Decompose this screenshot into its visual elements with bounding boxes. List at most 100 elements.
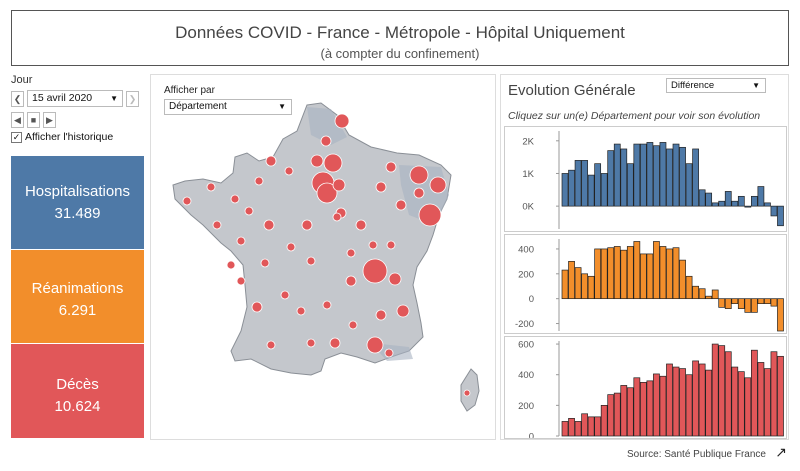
bar[interactable] <box>613 143 621 207</box>
department-marker[interactable] <box>388 272 402 286</box>
bar[interactable] <box>685 275 693 300</box>
bar[interactable] <box>646 380 654 437</box>
bar[interactable] <box>581 273 588 300</box>
bar[interactable] <box>777 298 784 332</box>
department-marker[interactable] <box>306 256 316 266</box>
bar[interactable] <box>626 387 634 437</box>
bar[interactable] <box>679 146 686 207</box>
history-checkbox[interactable]: ✓ <box>11 131 22 143</box>
bar[interactable] <box>594 163 602 207</box>
bar[interactable] <box>672 143 680 207</box>
evolution-mode-dropdown[interactable]: Différence ▼ <box>666 78 766 93</box>
bar[interactable] <box>633 241 641 300</box>
department-marker[interactable] <box>332 212 342 222</box>
bar[interactable] <box>737 195 745 207</box>
kpi-hospitalisations[interactable]: Hospitalisations 31.489 <box>11 156 144 249</box>
corsica-shape[interactable] <box>460 368 480 412</box>
bar[interactable] <box>568 261 575 300</box>
bar[interactable] <box>640 143 647 207</box>
bar[interactable] <box>777 205 784 227</box>
bar[interactable] <box>770 351 778 437</box>
department-marker[interactable] <box>266 340 276 350</box>
bar[interactable] <box>587 416 595 437</box>
bar[interactable] <box>607 150 615 207</box>
bar[interactable] <box>737 371 745 437</box>
bar[interactable] <box>653 145 660 207</box>
bar[interactable] <box>659 246 667 300</box>
bar[interactable] <box>770 298 778 307</box>
bar[interactable] <box>718 200 726 207</box>
france-map[interactable] <box>151 75 497 441</box>
department-marker[interactable] <box>355 219 367 231</box>
bar[interactable] <box>587 275 595 300</box>
france-mainland-shape[interactable] <box>172 102 452 376</box>
bar[interactable] <box>685 163 693 207</box>
bar[interactable] <box>581 160 588 207</box>
bar[interactable] <box>607 394 615 437</box>
bar[interactable] <box>561 421 569 437</box>
bar[interactable] <box>640 382 647 437</box>
department-marker[interactable] <box>334 113 350 129</box>
department-marker[interactable] <box>348 320 358 330</box>
bar[interactable] <box>666 248 673 300</box>
department-marker[interactable] <box>323 153 343 173</box>
department-marker[interactable] <box>236 276 246 286</box>
department-marker[interactable] <box>212 220 222 230</box>
department-marker[interactable] <box>236 236 246 246</box>
kpi-reanimations[interactable]: Réanimations 6.291 <box>11 250 144 343</box>
department-marker[interactable] <box>284 166 294 176</box>
bar[interactable] <box>646 253 654 300</box>
stop-button[interactable]: ■ <box>27 112 40 128</box>
bar[interactable] <box>751 298 758 313</box>
bar[interactable] <box>594 248 602 300</box>
department-marker[interactable] <box>409 165 429 185</box>
department-marker[interactable] <box>368 240 378 250</box>
department-marker[interactable] <box>306 338 316 348</box>
bar[interactable] <box>672 366 680 437</box>
bar[interactable] <box>757 186 765 207</box>
department-marker[interactable] <box>310 154 324 168</box>
bar[interactable] <box>653 241 660 300</box>
department-marker[interactable] <box>322 300 332 310</box>
department-marker[interactable] <box>286 242 296 252</box>
department-marker[interactable] <box>280 290 290 300</box>
department-marker[interactable] <box>385 161 397 173</box>
department-marker[interactable] <box>254 176 264 186</box>
department-marker[interactable] <box>206 182 216 192</box>
play-back-button[interactable]: ◀ <box>11 112 24 128</box>
bar[interactable] <box>705 295 713 300</box>
bar[interactable] <box>659 375 667 437</box>
department-marker[interactable] <box>251 301 263 313</box>
bar[interactable] <box>692 148 699 207</box>
bar[interactable] <box>600 173 608 207</box>
bar[interactable] <box>724 298 732 309</box>
bar[interactable] <box>679 259 686 300</box>
department-marker[interactable] <box>418 203 442 227</box>
bar[interactable] <box>737 298 745 309</box>
bar[interactable] <box>731 298 739 304</box>
department-marker[interactable] <box>265 155 277 167</box>
bar[interactable] <box>764 298 771 304</box>
kpi-deces[interactable]: Décès 10.624 <box>11 344 144 438</box>
play-forward-button[interactable]: ▶ <box>43 112 56 128</box>
bar[interactable] <box>731 200 739 207</box>
bar[interactable] <box>633 377 641 437</box>
bar[interactable] <box>620 385 628 437</box>
department-marker[interactable] <box>316 182 338 204</box>
bar[interactable] <box>744 298 752 313</box>
bar[interactable] <box>764 202 771 207</box>
bar[interactable] <box>672 247 680 300</box>
bar[interactable] <box>581 413 588 437</box>
bar[interactable] <box>646 142 654 207</box>
department-marker[interactable] <box>346 248 356 258</box>
department-marker[interactable] <box>301 219 313 231</box>
bar[interactable] <box>659 142 667 207</box>
department-marker[interactable] <box>375 181 387 193</box>
bar[interactable] <box>770 205 778 217</box>
bar[interactable] <box>718 345 726 437</box>
bar[interactable] <box>705 369 713 437</box>
bar[interactable] <box>620 249 628 300</box>
prev-day-button[interactable]: ❮ <box>11 90 24 107</box>
department-marker[interactable] <box>244 206 254 216</box>
bar[interactable] <box>757 362 765 437</box>
